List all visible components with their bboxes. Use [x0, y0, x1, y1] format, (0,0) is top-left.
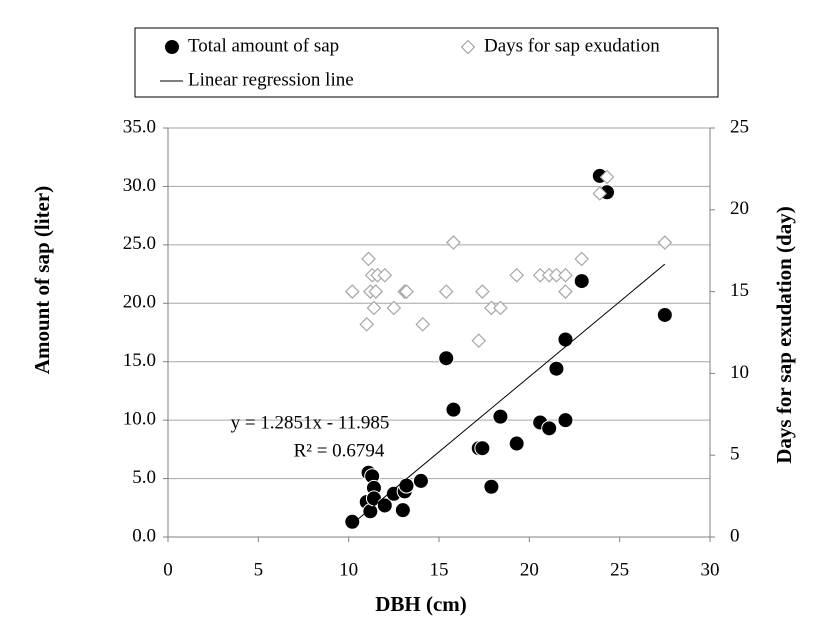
point — [541, 420, 558, 437]
point — [368, 284, 384, 299]
y-tick-label: 25.0 — [123, 233, 156, 254]
x-tick-label: 10 — [339, 559, 358, 580]
y2-tick-label: 0 — [730, 525, 740, 546]
point — [445, 401, 462, 418]
y-tick-label: 0.0 — [132, 525, 156, 546]
legend-marker — [460, 39, 476, 55]
point — [359, 316, 375, 332]
y2-tick-label: 10 — [730, 362, 749, 383]
x-tick-label: 25 — [610, 559, 629, 580]
point — [361, 251, 376, 267]
legend-label: Total amount of sap — [188, 35, 339, 56]
point — [657, 235, 673, 250]
y-tick-label: 30.0 — [123, 175, 156, 196]
y-tick-label: 15.0 — [123, 350, 156, 371]
legend-marker — [164, 39, 180, 55]
point — [412, 472, 429, 489]
y2-tick-label: 15 — [730, 280, 749, 301]
point — [376, 497, 393, 514]
point — [344, 513, 361, 530]
point — [438, 350, 455, 367]
point — [508, 435, 525, 452]
point — [398, 477, 415, 494]
annotation: R² = 0.6794 — [294, 440, 385, 461]
y-tick-label: 20.0 — [123, 292, 156, 313]
point — [557, 331, 574, 348]
x-tick-label: 5 — [254, 559, 264, 580]
regression-line — [351, 263, 666, 525]
point — [394, 502, 411, 519]
point — [415, 316, 431, 332]
x-tick-label: 30 — [701, 559, 720, 580]
point — [548, 360, 565, 377]
point — [386, 300, 402, 316]
x-axis-label: DBH (cm) — [375, 592, 467, 616]
point — [399, 284, 414, 299]
y2-tick-label: 5 — [730, 444, 740, 465]
point — [366, 300, 382, 316]
point — [483, 478, 500, 495]
x-tick-label: 20 — [520, 559, 539, 580]
point — [558, 284, 573, 299]
legend-box — [134, 27, 719, 98]
point — [509, 267, 525, 283]
y-tick-label: 10.0 — [123, 409, 156, 430]
x-tick-label: 15 — [430, 559, 449, 580]
point — [446, 235, 461, 250]
point — [592, 186, 608, 201]
point — [377, 267, 393, 283]
y-tick-label: 35.0 — [123, 116, 156, 137]
point — [471, 333, 487, 349]
point — [344, 284, 360, 299]
y2-tick-label: 20 — [730, 198, 749, 219]
y2-tick-label: 25 — [730, 116, 749, 137]
point — [558, 267, 573, 283]
point — [474, 440, 491, 457]
y2-axis-label: Days for sap exudation (day) — [772, 206, 796, 463]
point — [656, 306, 673, 323]
point — [475, 284, 490, 299]
point — [573, 273, 590, 290]
point — [493, 300, 508, 316]
annotation: y = 1.2851x - 11.985 — [231, 412, 390, 433]
legend-label: Days for sap exudation — [484, 35, 660, 56]
x-tick-label: 0 — [163, 559, 173, 580]
y-axis-label: Amount of sap (liter) — [30, 186, 54, 374]
y-tick-label: 5.0 — [132, 467, 156, 488]
point — [599, 169, 615, 185]
point — [574, 251, 590, 267]
point — [492, 408, 509, 425]
point — [438, 284, 454, 299]
point — [557, 412, 574, 429]
legend-label: Linear regression line — [188, 69, 354, 90]
